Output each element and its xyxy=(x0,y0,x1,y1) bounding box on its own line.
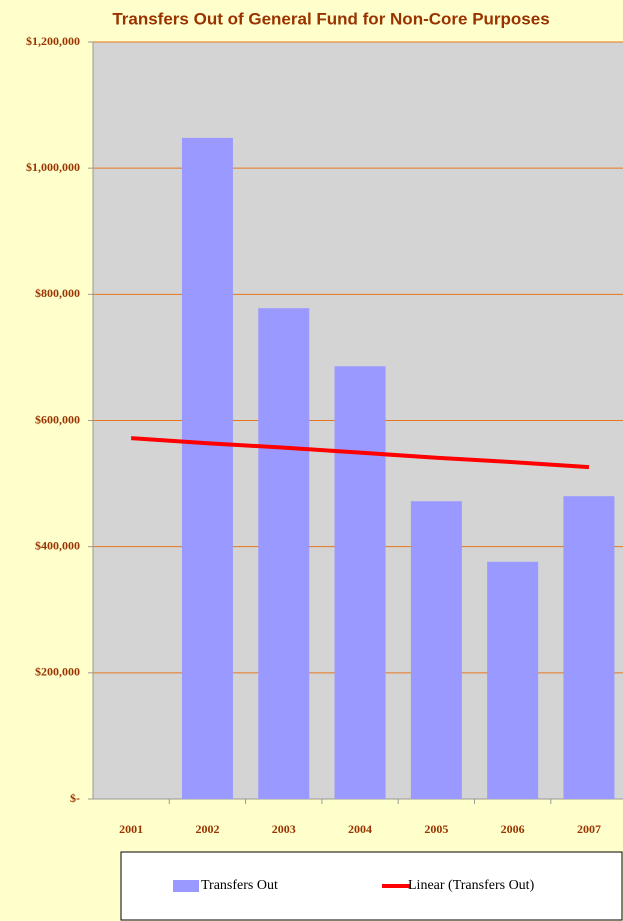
trend-line xyxy=(131,436,590,470)
bar xyxy=(334,366,386,799)
x-tick-label: 2005 xyxy=(424,822,448,836)
chart-title: Transfers Out of General Fund for Non-Co… xyxy=(112,9,549,28)
x-tick-label: 2003 xyxy=(272,822,296,836)
bar xyxy=(258,308,310,799)
x-tick-label: 2007 xyxy=(577,822,601,836)
y-tick-label: $1,200,000 xyxy=(26,34,80,48)
legend-label: Transfers Out xyxy=(201,878,278,893)
legend-swatch xyxy=(173,880,199,892)
y-tick-label: $400,000 xyxy=(35,538,80,552)
x-tick-label: 2004 xyxy=(348,822,372,836)
legend xyxy=(120,851,623,921)
x-tick-label: 2001 xyxy=(119,822,143,836)
bar xyxy=(487,561,539,799)
y-tick-label: $- xyxy=(70,791,80,805)
x-tick-label: 2002 xyxy=(195,822,219,836)
y-tick-label: $1,000,000 xyxy=(26,160,80,174)
y-tick-label: $200,000 xyxy=(35,665,80,679)
bar xyxy=(410,501,462,799)
legend-label: Linear (Transfers Out) xyxy=(408,878,535,893)
y-tick-label: $800,000 xyxy=(35,286,80,300)
y-tick-label: $600,000 xyxy=(35,412,80,426)
bar xyxy=(181,137,233,800)
x-tick-label: 2006 xyxy=(501,822,525,836)
bar xyxy=(563,496,615,799)
